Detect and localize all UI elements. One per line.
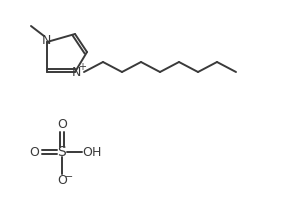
Text: H: H <box>91 145 101 159</box>
Text: N: N <box>71 65 81 79</box>
Text: −: − <box>65 172 73 182</box>
Text: O: O <box>82 145 92 159</box>
Text: +: + <box>78 62 86 72</box>
Text: O: O <box>57 173 67 186</box>
Text: S: S <box>58 145 66 159</box>
Text: O: O <box>57 118 67 131</box>
Text: N: N <box>41 34 51 48</box>
Text: O: O <box>29 145 39 159</box>
